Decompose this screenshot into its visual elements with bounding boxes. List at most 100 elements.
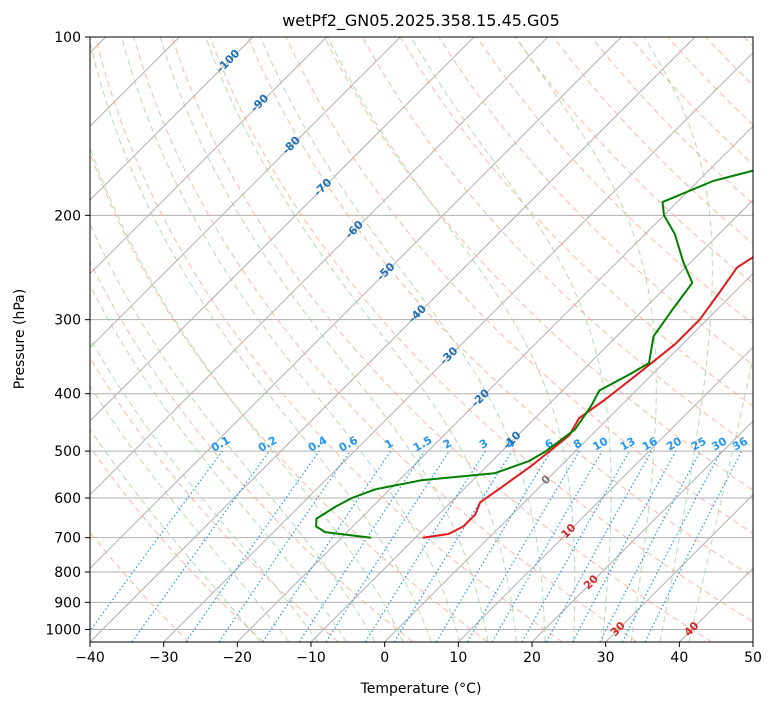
isotherm-label: 20: [581, 572, 601, 592]
moist-adiabat-line: [90, 384, 290, 642]
isotherm-line: [90, 37, 696, 642]
x-tick-label: −20: [223, 650, 253, 666]
isotherm-line: [678, 567, 753, 642]
y-tick-label: 500: [54, 444, 81, 460]
dry-adiabat-line: [323, 37, 753, 491]
moist-adiabat-line: [90, 222, 376, 642]
y-tick-label: 200: [54, 208, 81, 224]
dry-adiabat-line: [90, 151, 488, 642]
isotherm-line: [90, 37, 254, 201]
y-tick-label: 300: [54, 313, 81, 329]
temperature-profile-line: [422, 255, 753, 539]
profile-series: [315, 169, 753, 539]
moist-adiabat-line: [688, 355, 753, 642]
isotherm-line: [752, 641, 753, 642]
isotherm-label: -90: [248, 91, 271, 114]
x-axis-label: Temperature (°C): [360, 681, 482, 697]
axes: −40 −30 −20 −10 0 10 20 30 40 5010020030040050060…: [45, 30, 762, 666]
moist-adiabat-line: [410, 37, 612, 642]
mixing-ratio-line: [262, 450, 392, 642]
mixing-ratio-line: [572, 450, 677, 642]
chart-title: wetPf2_GN05.2025.358.15.45.G05: [282, 11, 560, 31]
isotherm-line: [457, 346, 753, 642]
mixing-ratio-line: [393, 450, 513, 642]
moist-adiabat-line: [159, 37, 489, 642]
x-tick-label: 0: [380, 650, 389, 666]
dry-adiabat-line: [476, 37, 753, 325]
dry-adiabat-line: [171, 37, 712, 642]
dry-adiabat-line: [90, 445, 264, 642]
isotherm-line: [531, 420, 753, 642]
isotherm-line: [90, 37, 401, 349]
moist-adiabat-line: [327, 37, 576, 642]
dry-adiabat-line: [667, 37, 753, 126]
x-tick-label: 40: [670, 650, 688, 666]
mixing-ratio-line: [599, 450, 702, 642]
mixing-ratio-line: [218, 450, 351, 642]
isotherm-line: [163, 51, 753, 642]
dry-adiabat-line: [285, 37, 753, 535]
plot-frame: [89, 36, 754, 643]
isotherm-line: [605, 493, 753, 642]
x-tick-label: 20: [523, 650, 541, 666]
dry-adiabat-line: [133, 37, 638, 642]
moist-adiabat-line: [121, 37, 461, 642]
moist-adiabat-line: [90, 284, 347, 642]
mixing-ratio-line: [298, 450, 425, 642]
moist-adiabat-line: [90, 428, 261, 642]
isotherm-label: 0: [539, 472, 554, 487]
isotherm-label: 30: [608, 619, 628, 639]
mixing-ratio-line: [131, 450, 270, 642]
isotherm-line: [90, 37, 622, 570]
dry-adiabat-line: [438, 37, 753, 366]
mixing-ratio-line: [521, 450, 631, 642]
dry-adiabat-line: [90, 356, 339, 642]
dry-adiabat-line: [247, 37, 753, 578]
isotherm-label: -30: [437, 344, 460, 367]
dry-adiabat-line: [743, 37, 753, 47]
dry-adiabat-line: [705, 37, 753, 87]
moist-adiabat-line: [260, 37, 546, 642]
isotherm-line: [236, 125, 753, 642]
isotherm-line: [310, 199, 753, 642]
dry-adiabat-line: [209, 37, 753, 623]
background-lines: [90, 37, 753, 642]
y-tick-label: 400: [54, 387, 81, 403]
isotherm-line: [90, 37, 328, 275]
mixing-ratio-line: [644, 450, 743, 642]
mixing-ratio-line: [90, 450, 223, 632]
y-tick-label: 100: [54, 30, 81, 46]
dry-adiabat-line: [90, 260, 414, 642]
moist-adiabat-line: [643, 37, 713, 642]
isotherm-line: [384, 272, 753, 642]
y-tick-label: 900: [54, 595, 81, 611]
moist-adiabat-line: [205, 37, 517, 642]
line-labels: 0.1 0.2 0.4 0.6 1 1.5 2 3 4 6 8 10 13 16 20 25 30 36-100-…: [209, 47, 750, 639]
y-axis-label: Pressure (hPa): [12, 289, 28, 389]
mixing-ratio-line: [435, 450, 552, 642]
x-tick-label: 10: [449, 650, 467, 666]
isotherm-label: -50: [374, 260, 397, 283]
y-tick-label: 1000: [45, 622, 81, 638]
moist-adiabat-line: [90, 337, 319, 642]
dewpoint-profile-line: [315, 169, 753, 539]
moist-adiabat-line: [515, 37, 657, 642]
mixing-ratio-label: 3: [477, 437, 490, 452]
y-tick-label: 800: [54, 565, 81, 581]
x-tick-label: 50: [744, 650, 762, 666]
dry-adiabat-line: [514, 37, 753, 285]
dry-adiabat-line: [95, 37, 563, 642]
x-tick-label: −10: [296, 650, 326, 666]
moist-adiabat-line: [90, 40, 432, 642]
x-tick-label: −30: [149, 650, 179, 666]
mixing-ratio-line: [325, 450, 450, 642]
mixing-ratio-label: 2: [441, 437, 454, 452]
x-tick-label: −40: [75, 650, 105, 666]
isotherm-label: -70: [311, 176, 334, 199]
dry-adiabat-line: [90, 531, 190, 642]
y-tick-label: 600: [54, 491, 81, 507]
isotherm-line: [90, 37, 475, 422]
isotherm-label: -10: [500, 428, 523, 451]
isotherm-line: [90, 37, 549, 496]
